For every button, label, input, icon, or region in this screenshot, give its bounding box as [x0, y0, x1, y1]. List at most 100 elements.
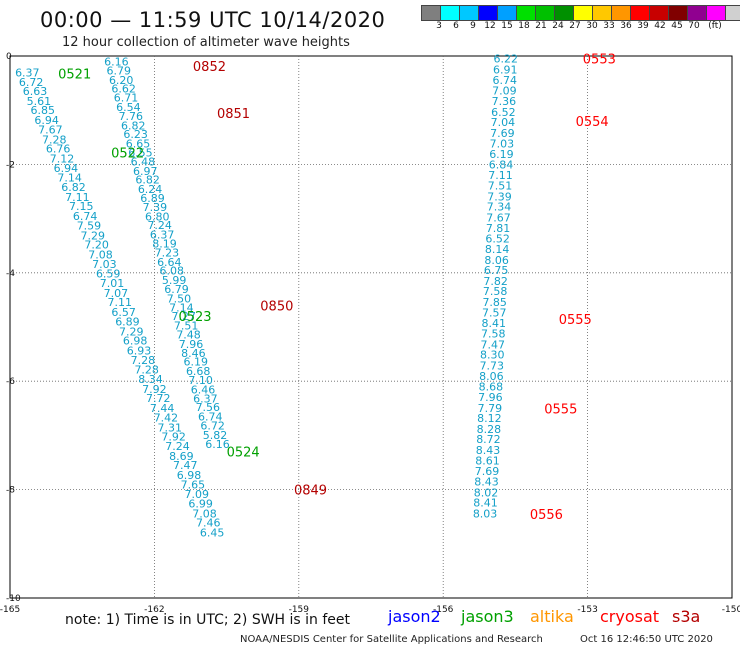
wave-height-label: 6.98	[177, 469, 202, 482]
wave-height-label: 7.48	[176, 329, 201, 342]
footnote: note: 1) Time is in UTC; 2) SWH is in fe…	[65, 612, 351, 628]
wave-height-label: 7.46	[196, 517, 221, 530]
colorbar-label: 9	[470, 21, 476, 31]
wave-height-label: 6.79	[107, 65, 132, 78]
y-tick-label: -8	[6, 486, 15, 496]
wave-height-label: 6.54	[116, 101, 141, 114]
wave-height-label: 8.06	[484, 254, 509, 267]
pass-time-label: 0524	[227, 446, 260, 461]
pass-time-label: 0555	[544, 402, 577, 417]
wave-height-label: 7.28	[134, 363, 159, 376]
wave-height-label: 8.02	[474, 486, 499, 499]
wave-height-label: 6.23	[123, 128, 148, 141]
wave-height-label: 7.31	[158, 421, 183, 434]
wave-height-label: 7.96	[179, 338, 204, 351]
wave-height-label: 7.15	[69, 200, 94, 213]
wave-height-label: 7.07	[104, 287, 129, 300]
wave-height-label: 7.76	[119, 110, 144, 123]
wave-height-label: 6.93	[127, 344, 152, 357]
colorbar-label: 42	[654, 21, 666, 31]
wave-height-label: 8.72	[476, 433, 501, 446]
wave-height-label: 7.14	[169, 301, 194, 314]
wave-height-label: 7.73	[480, 359, 505, 372]
colorbar-label: 36	[620, 21, 632, 31]
plot-frame	[9, 55, 733, 599]
colorbar-label: 6	[453, 21, 459, 31]
wave-height-label: 7.47	[481, 338, 506, 351]
page-subtitle: 12 hour collection of altimeter wave hei…	[62, 35, 350, 50]
wave-height-label: 6.91	[493, 64, 518, 77]
wave-height-label: 6.72	[200, 420, 225, 433]
wave-height-label: 8.68	[479, 381, 504, 394]
colorbar-label: 70	[688, 21, 700, 31]
wave-height-label: 6.89	[140, 192, 165, 205]
wave-height-label: 6.94	[54, 162, 79, 175]
wave-height-label: 6.62	[111, 83, 136, 96]
wave-height-label: 6.85	[30, 104, 55, 117]
wave-height-label: 6.68	[186, 365, 211, 378]
wave-height-label: 7.24	[147, 219, 172, 232]
x-tick-label: -156	[433, 605, 454, 615]
wave-height-label: 7.11	[488, 169, 513, 182]
wave-height-label: 7.51	[488, 180, 513, 193]
colorbar-label: 30	[586, 21, 598, 31]
wave-height-label: 7.20	[84, 239, 109, 252]
wave-height-label: 7.14	[57, 171, 82, 184]
wave-height-label: 6.45	[200, 526, 225, 539]
pass-time-label: 0850	[260, 299, 293, 314]
wave-height-label: 6.71	[114, 92, 139, 105]
wave-height-label: 7.09	[185, 488, 210, 501]
wave-height-label: 8.12	[477, 412, 502, 425]
wave-height-label: 8.43	[474, 475, 499, 488]
wave-height-label: 6.55	[128, 146, 153, 159]
pass-time-label: 0849	[294, 484, 327, 499]
wave-height-label: 7.72	[146, 392, 171, 405]
wave-height-label: 6.75	[484, 264, 509, 277]
wave-height-label: 7.67	[486, 212, 511, 225]
wave-height-label: 6.64	[157, 256, 182, 269]
wave-height-label: 7.57	[482, 306, 507, 319]
wave-height-label: 7.04	[491, 116, 516, 129]
legend-jason2: jason2	[388, 607, 441, 626]
wave-height-label: 7.42	[154, 412, 179, 425]
wave-height-label: 6.20	[109, 74, 134, 87]
wave-height-label: 7.01	[100, 277, 125, 290]
x-tick-label: -159	[289, 605, 310, 615]
wave-height-label: 7.79	[478, 402, 503, 415]
wave-height-label: 7.44	[150, 402, 175, 415]
wave-height-label: 6.24	[138, 183, 163, 196]
wave-height-label: 6.99	[188, 498, 213, 511]
colorbar-label: 27	[569, 21, 581, 31]
colorbar-label: 39	[637, 21, 649, 31]
wave-height-label: 7.92	[142, 383, 167, 396]
wave-height-label: 6.59	[96, 267, 121, 280]
pass-time-label: 0554	[576, 115, 609, 130]
wave-height-label: 7.82	[483, 275, 508, 288]
wave-height-label: 8.41	[481, 317, 506, 330]
wave-height-label: 8.28	[477, 423, 502, 436]
wave-height-label: 7.34	[487, 201, 512, 214]
wave-height-label: 7.85	[482, 296, 507, 309]
wave-height-label: 6.37	[15, 66, 40, 79]
wave-height-label: 7.96	[478, 391, 503, 404]
y-tick-label: -6	[6, 377, 15, 387]
wave-height-label: 8.46	[181, 347, 206, 360]
wave-height-label: 7.09	[492, 85, 517, 98]
colorbar-label: 45	[671, 21, 683, 31]
colorbar-label: 3	[436, 21, 442, 31]
x-tick-label: -162	[144, 605, 164, 615]
wave-height-label: 8.06	[479, 370, 504, 383]
wave-height-label: 6.52	[491, 106, 516, 119]
wave-height-label: 7.27	[172, 310, 197, 323]
wave-height-label: 7.12	[50, 152, 75, 165]
wave-height-label: 7.08	[88, 248, 113, 261]
wave-height-label: 7.39	[143, 201, 168, 214]
wave-height-label: 8.61	[475, 454, 500, 467]
wave-height-label: 7.08	[192, 507, 217, 520]
wave-height-label: 6.74	[73, 210, 98, 223]
wave-height-label: 7.58	[483, 285, 508, 298]
x-tick-label: -165	[0, 605, 20, 615]
pass-time-label: 0556	[530, 508, 563, 523]
wave-height-label: 7.69	[475, 465, 500, 478]
